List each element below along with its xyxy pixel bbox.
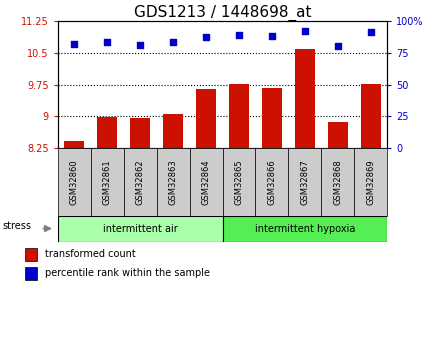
Bar (361, 84, 380, 148)
FancyBboxPatch shape (58, 216, 222, 242)
Bar (229, 84, 249, 148)
FancyBboxPatch shape (321, 148, 354, 216)
Point (202, 34, 210, 40)
Bar (328, 121, 348, 148)
FancyBboxPatch shape (255, 148, 288, 216)
Text: GSM32868: GSM32868 (333, 159, 342, 205)
Text: GSM32860: GSM32860 (70, 159, 79, 205)
Bar (65, 141, 84, 148)
Text: intermittent hypoxia: intermittent hypoxia (255, 224, 355, 234)
Text: GSM32866: GSM32866 (267, 159, 276, 205)
Text: GSM32865: GSM32865 (235, 159, 243, 205)
Point (71, 41, 78, 47)
Text: GSM32869: GSM32869 (366, 159, 375, 205)
Text: intermittent air: intermittent air (103, 224, 178, 234)
Text: transformed count: transformed count (44, 249, 135, 259)
Point (104, 40, 111, 45)
FancyBboxPatch shape (288, 148, 321, 216)
Title: GDS1213 / 1448698_at: GDS1213 / 1448698_at (134, 4, 311, 21)
FancyBboxPatch shape (354, 148, 387, 216)
FancyBboxPatch shape (124, 148, 157, 216)
Point (268, 33, 275, 39)
FancyBboxPatch shape (222, 216, 387, 242)
Text: GSM32867: GSM32867 (300, 159, 309, 205)
Bar (25, 248, 36, 261)
Bar (262, 88, 282, 148)
Point (334, 43, 341, 49)
Text: GSM32863: GSM32863 (169, 159, 178, 205)
Text: GSM32861: GSM32861 (103, 159, 112, 205)
Text: GSM32862: GSM32862 (136, 159, 145, 205)
FancyBboxPatch shape (58, 148, 91, 216)
FancyBboxPatch shape (157, 148, 190, 216)
Text: GSM32864: GSM32864 (202, 159, 210, 205)
Point (137, 42, 144, 48)
Bar (163, 114, 183, 148)
FancyBboxPatch shape (222, 148, 255, 216)
Point (301, 28, 308, 34)
Bar (295, 49, 315, 148)
Point (170, 40, 177, 45)
FancyBboxPatch shape (91, 148, 124, 216)
FancyBboxPatch shape (190, 148, 222, 216)
Bar (196, 89, 216, 148)
Bar (97, 117, 117, 148)
Bar (130, 118, 150, 148)
Text: stress: stress (3, 221, 32, 231)
Point (367, 29, 374, 35)
Text: percentile rank within the sample: percentile rank within the sample (44, 268, 210, 278)
Point (235, 32, 243, 38)
Bar (25, 267, 36, 280)
